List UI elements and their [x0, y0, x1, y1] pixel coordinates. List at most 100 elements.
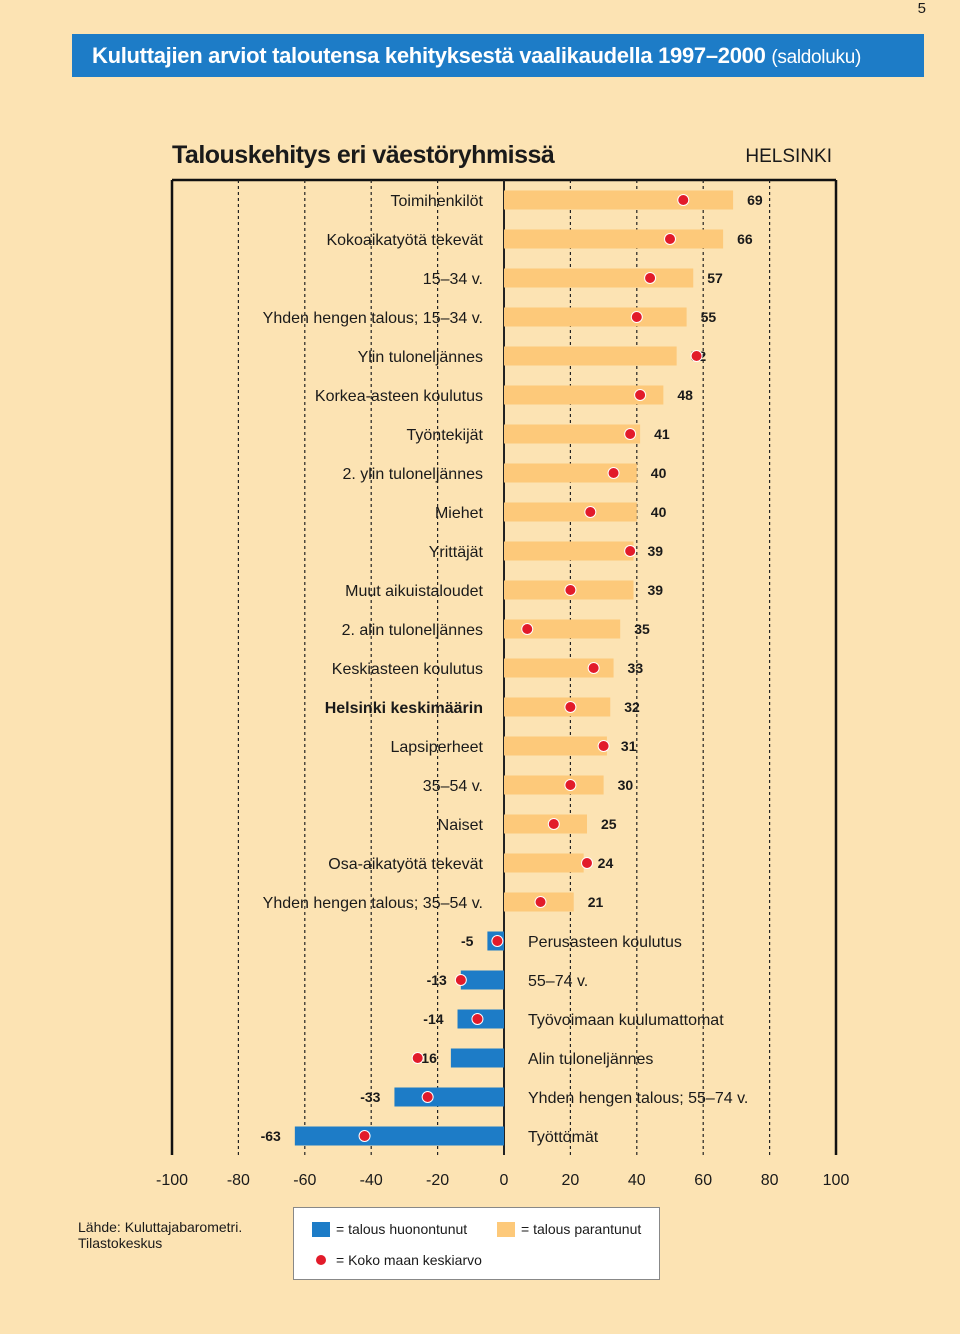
x-tick-label: -100 [156, 1172, 188, 1189]
average-marker [664, 233, 676, 245]
source-line-2: Tilastokeskus [78, 1235, 163, 1251]
category-label: Työntekijät [407, 427, 484, 444]
category-label: Alin tuloneljännes [528, 1051, 653, 1068]
value-label: 39 [647, 582, 663, 598]
average-marker [491, 935, 504, 947]
x-tick-label: -60 [293, 1172, 316, 1189]
average-marker [358, 1130, 371, 1142]
category-label: Työttömät [528, 1129, 599, 1146]
value-label: 31 [621, 738, 637, 754]
category-label: Yrittäjät [429, 544, 484, 561]
value-label: -13 [427, 972, 447, 988]
page-number: 5 [917, 0, 926, 17]
value-label: 48 [677, 387, 693, 403]
average-marker [471, 1013, 484, 1025]
bar-ylin-tuloneljannes [504, 346, 677, 366]
bar-naiset [504, 814, 587, 834]
bar-2-alin-tuloneljannes [504, 619, 621, 639]
value-label: 40 [651, 465, 667, 481]
average-marker [564, 701, 577, 713]
bar-tyottomat [294, 1126, 504, 1146]
category-label: Lapsiperheet [390, 739, 483, 756]
source-line-1: Lähde: Kuluttajabarometri. [78, 1219, 243, 1235]
legend-swatch-worsened [312, 1221, 330, 1237]
category-label: Yhden hengen talous; 55–74 v. [528, 1090, 748, 1107]
legend-label-average: = Koko maan keskiarvo [336, 1252, 482, 1268]
category-label: 35–54 v. [423, 778, 483, 795]
bar-lapsiperheet [504, 736, 607, 756]
category-label: 15–34 v. [423, 271, 483, 288]
bar-keskiasteen-koulutus [504, 658, 614, 678]
x-tick-label: 20 [562, 1172, 580, 1189]
average-marker [454, 974, 467, 986]
average-marker [581, 857, 593, 869]
bar-yrittajat [504, 541, 634, 561]
category-label: Toimihenkilöt [391, 193, 484, 210]
category-label: Naiset [438, 817, 484, 834]
bar-35-54-v [504, 775, 604, 795]
category-label: 2. alin tuloneljännes [342, 622, 483, 639]
average-marker [624, 545, 637, 557]
bar-kokoaikatyota-tekevat [504, 229, 724, 249]
average-marker [607, 467, 620, 479]
x-tick-label: -80 [227, 1172, 250, 1189]
average-marker [411, 1052, 424, 1064]
value-label: 41 [654, 426, 670, 442]
x-tick-label: 0 [500, 1172, 509, 1189]
average-marker [587, 662, 600, 674]
average-marker [690, 350, 703, 362]
average-marker [630, 311, 643, 323]
average-marker [597, 740, 610, 752]
category-label: Yhden hengen talous; 35–54 v. [263, 895, 483, 912]
value-label: 35 [634, 621, 650, 637]
x-tick-label: 100 [823, 1172, 850, 1189]
value-label: 33 [628, 660, 644, 676]
bar-toimihenkilot [504, 190, 734, 210]
x-tick-label: -40 [360, 1172, 383, 1189]
value-label: 69 [747, 192, 763, 208]
x-tick-label: 80 [761, 1172, 779, 1189]
average-marker [521, 623, 534, 635]
bar-helsinki-keskimaarin [504, 697, 611, 717]
legend-label-improved: = talous parantunut [521, 1221, 642, 1237]
bar-2-ylin-tuloneljannes [504, 463, 637, 483]
chart-region-label: HELSINKI [745, 146, 832, 167]
legend-swatch-improved [497, 1221, 515, 1237]
category-label: 2. ylin tuloneljännes [342, 466, 483, 483]
value-label: 21 [588, 894, 604, 910]
value-label: -63 [261, 1128, 281, 1144]
bar-55-74-v [460, 970, 504, 990]
category-label: Helsinki keskimäärin [325, 700, 483, 717]
category-label: Työvoimaan kuulumattomat [528, 1012, 724, 1029]
value-label: 25 [601, 816, 617, 832]
category-label: Keskiasteen koulutus [332, 661, 483, 678]
value-label: 39 [647, 543, 663, 559]
chart-title: Talouskehitys eri väestöryhmissä [172, 141, 555, 169]
value-label: 66 [737, 231, 753, 247]
page-banner: Kuluttajien arviot taloutensa kehitykses… [72, 34, 924, 77]
source-note: Lähde: Kuluttajabarometri. Tilastokeskus [78, 1219, 242, 1251]
category-label: Ylin tuloneljännes [358, 349, 483, 366]
category-label: Kokoaikatyötä tekevät [326, 232, 483, 249]
average-marker [677, 194, 690, 206]
value-label: -5 [461, 933, 474, 949]
x-tick-label: 40 [628, 1172, 646, 1189]
bar-tyontekijat [504, 424, 641, 444]
category-label: Perusasteen koulutus [528, 934, 682, 951]
value-label: 24 [598, 855, 614, 871]
category-label: Osa-aikatyötä tekevät [328, 856, 483, 873]
banner-title: Kuluttajien arviot taloutensa kehitykses… [92, 43, 766, 68]
bar-yhden-hengen-talous-15-34-v [504, 307, 687, 327]
average-marker [584, 506, 597, 518]
bar-yhden-hengen-talous-55-74-v [394, 1087, 504, 1107]
legend-item-worsened: = talous huonontunut [312, 1221, 467, 1237]
average-marker [624, 428, 637, 440]
category-label: Yhden hengen talous; 15–34 v. [263, 310, 483, 327]
value-label: 32 [624, 699, 640, 715]
category-label: Miehet [435, 505, 484, 522]
category-label: Korkea-asteen koulutus [315, 388, 483, 405]
bar-osa-aikatyota-tekevat [504, 853, 584, 873]
value-label: 30 [618, 777, 634, 793]
average-marker [634, 389, 647, 401]
